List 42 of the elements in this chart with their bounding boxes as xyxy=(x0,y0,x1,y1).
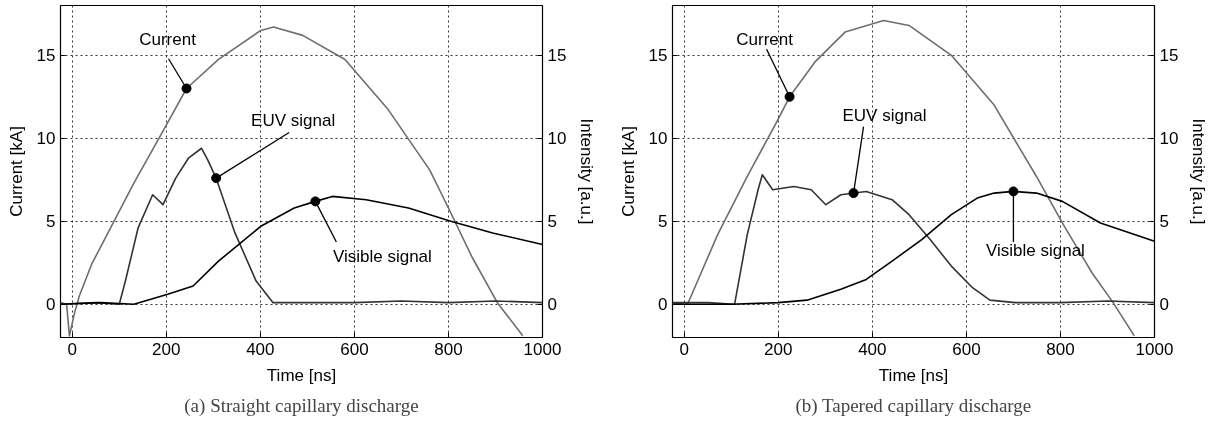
y2-tick-label: 15 xyxy=(1159,46,1179,66)
annotation: Current xyxy=(139,30,197,50)
annotation: Current xyxy=(736,29,794,49)
y-axis-title: Current [kA] xyxy=(6,126,26,217)
y-tick-label: 0 xyxy=(46,295,56,315)
y-tick-label: 10 xyxy=(648,129,668,149)
y-axis-title: Current [kA] xyxy=(618,126,638,217)
annotation: EUV signal xyxy=(251,111,336,131)
x-tick-label: 600 xyxy=(952,339,981,359)
x-tick-label: 1000 xyxy=(1135,339,1174,359)
x-tick-label: 0 xyxy=(679,339,689,359)
y-tick-label: 15 xyxy=(648,46,668,66)
y2-tick-label: 0 xyxy=(547,295,557,315)
x-tick-label: 0 xyxy=(67,339,77,359)
y2-tick-label: 5 xyxy=(1159,212,1169,232)
text: (a) Straight capillary discharge xyxy=(184,394,419,417)
y2-tick-label: 10 xyxy=(1159,129,1179,149)
x-tick-label: 400 xyxy=(858,339,887,359)
y-tick-label: 5 xyxy=(46,212,56,232)
y2-tick-label: 5 xyxy=(547,212,557,232)
x-axis-title: Time [ns] xyxy=(266,365,337,385)
x-tick-label: 200 xyxy=(152,339,181,359)
x-tick-label: 800 xyxy=(434,339,463,359)
y2-tick-label: 15 xyxy=(547,46,567,66)
annotation: EUV signal xyxy=(842,106,927,126)
y2-tick-label: 10 xyxy=(547,129,567,149)
y2-axis-title: Intensity [a.u.] xyxy=(1189,118,1209,225)
y-tick-label: 10 xyxy=(36,129,56,149)
y2-axis-title: Intensity [a.u.] xyxy=(577,118,597,225)
y-tick-label: 15 xyxy=(36,46,56,66)
x-tick-label: 600 xyxy=(340,339,369,359)
x-tick-label: 200 xyxy=(764,339,793,359)
x-tick-label: 800 xyxy=(1046,339,1075,359)
annotation: Visible signal xyxy=(332,247,432,267)
y-tick-label: 0 xyxy=(658,295,668,315)
x-axis-title: Time [ns] xyxy=(878,365,949,385)
x-tick-label: 1000 xyxy=(523,339,562,359)
text: (b) Tapered capillary discharge xyxy=(795,394,1032,417)
x-tick-label: 400 xyxy=(246,339,275,359)
y-tick-label: 5 xyxy=(658,212,668,232)
y2-tick-label: 0 xyxy=(1159,295,1169,315)
annotation: Visible signal xyxy=(985,241,1085,261)
